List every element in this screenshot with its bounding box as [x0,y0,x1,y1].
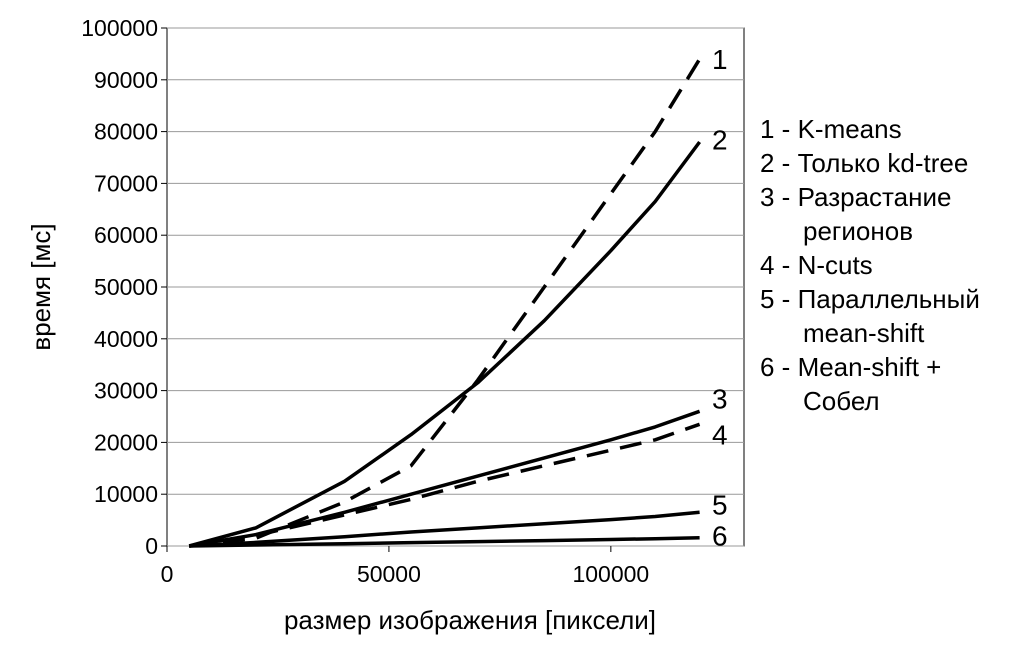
legend-text: 4 - N-cuts [760,250,873,280]
y-axis-ticks: 0 10000 20000 30000 40000 50000 60000 70000 8000… [81,15,167,559]
legend-item-3: 3 - Разрастание регионов [760,180,1030,248]
series-end-labels: 1 2 3 4 56 [712,44,728,552]
x-axis-ticks: 0 50000 100000 [161,546,649,587]
series-line-4 [188,422,701,548]
y-tick-label: 70000 [94,170,158,196]
series-line-5 [189,510,700,548]
legend-item-1: 1 - K-means [760,112,1030,146]
series-lines [188,58,702,548]
y-tick-label: 80000 [94,119,158,145]
legend-text: 5 - Параллельный [760,284,980,314]
y-axis-label: время [мс] [26,223,56,350]
y-tick-label: 20000 [94,429,158,455]
series-end-label-2: 2 [712,124,728,155]
series-line-3 [188,409,701,548]
series-line-6 [189,535,700,548]
y-tick-label: 90000 [94,67,158,93]
legend-text-continued: Собел [803,386,880,416]
x-tick-label: 50000 [357,561,421,587]
series-line-2 [188,140,702,548]
legend-text: 6 - Mean-shift + [760,352,942,382]
x-tick-label: 0 [161,561,174,587]
y-tick-label: 40000 [94,326,158,352]
y-tick-label: 10000 [94,481,158,507]
y-tick-label: 30000 [94,378,158,404]
legend-text: 1 - K-means [760,114,902,144]
y-tick-label: 0 [145,533,158,559]
series-end-label-3: 3 [712,383,728,414]
legend-text-continued: регионов [803,216,914,246]
series-end-label-1: 1 [712,44,728,75]
series-end-label-5: 5 [712,490,728,521]
legend-item-2: 2 - Только kd-tree [760,146,1030,180]
x-tick-label: 100000 [572,561,649,587]
legend: 1 - K-means 2 - Только kd-tree 3 - Разра… [760,112,1030,418]
legend-text: 2 - Только kd-tree [760,148,969,178]
series-end-label-4: 4 [712,420,728,451]
y-tick-label: 100000 [81,15,158,41]
y-tick-label: 60000 [94,222,158,248]
legend-text: 3 - Разрастание [760,182,952,212]
legend-item-6: 6 - Mean-shift + Собел [760,350,1030,418]
legend-item-5: 5 - Параллельный mean-shift [760,282,1030,350]
legend-item-4: 4 - N-cuts [760,248,1030,282]
legend-text-continued: mean-shift [803,318,925,348]
y-tick-label: 50000 [94,274,158,300]
series-end-label-6: 6 [712,521,728,552]
series-line-1 [188,58,702,548]
x-axis-label: размер изображения [пиксели] [284,605,656,635]
